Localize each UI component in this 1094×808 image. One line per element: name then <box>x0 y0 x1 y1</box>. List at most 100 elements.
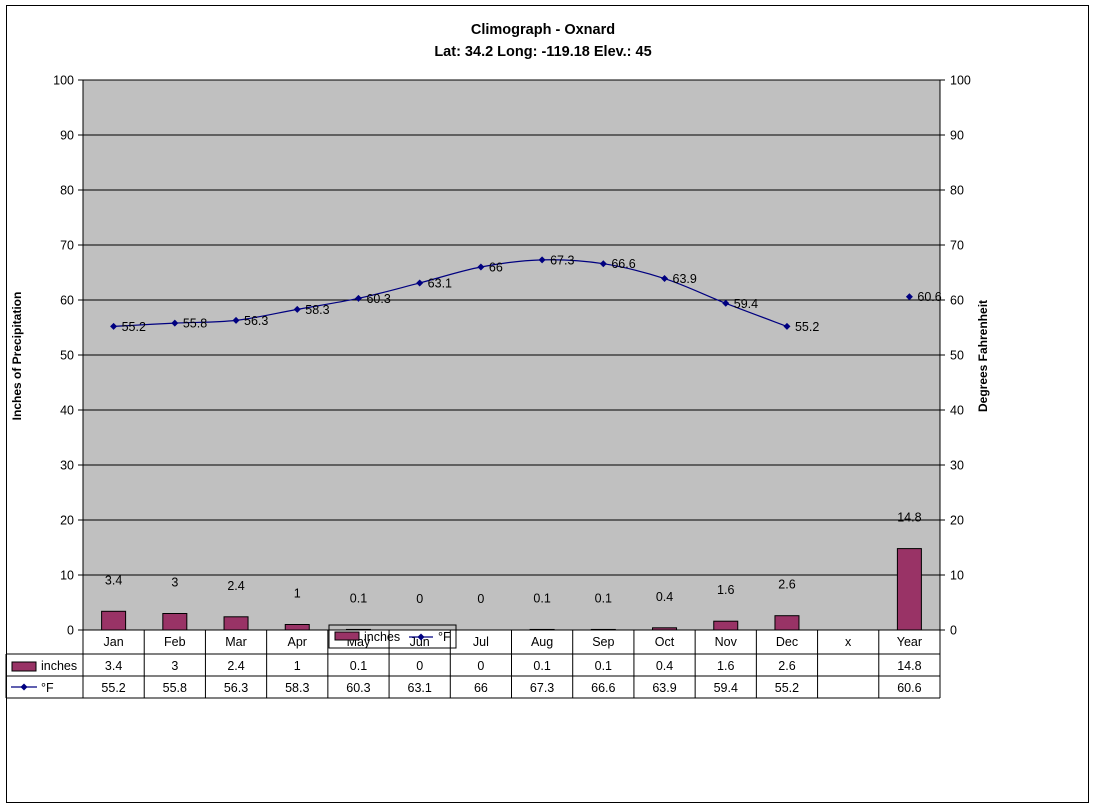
right-tick-label: 70 <box>950 239 964 253</box>
left-tick-label: 100 <box>53 74 74 88</box>
table-cell-inches: 1.6 <box>717 659 734 673</box>
left-tick-label: 50 <box>60 349 74 363</box>
precip-data-label: 0.1 <box>533 591 550 605</box>
temperature-data-label: 55.2 <box>795 320 819 334</box>
precip-data-label: 3.4 <box>105 573 122 587</box>
table-cell-temperature: 63.9 <box>652 681 676 695</box>
table-cell-temperature: 60.3 <box>346 681 370 695</box>
temperature-marker <box>293 305 301 313</box>
temperature-data-label: 60.3 <box>366 292 390 306</box>
right-tick-label: 0 <box>950 624 957 638</box>
category-label: Nov <box>715 635 738 649</box>
category-label: Aug <box>531 635 553 649</box>
temperature-data-label: 63.9 <box>673 272 697 286</box>
temperature-data-label: 60.6 <box>917 290 941 304</box>
chart-subtitle: Lat: 34.2 Long: -119.18 Elev.: 45 <box>434 44 651 60</box>
table-cell-temperature: 60.6 <box>897 681 921 695</box>
left-tick-label: 30 <box>60 459 74 473</box>
table-bar-key <box>11 661 37 672</box>
temperature-data-label: 66 <box>489 261 503 275</box>
precip-data-label: 1 <box>294 587 301 601</box>
left-tick-label: 10 <box>60 569 74 583</box>
left-tick-label: 20 <box>60 514 74 528</box>
category-label: Jul <box>473 635 489 649</box>
precip-bar <box>162 613 188 631</box>
precip-data-label: 0.4 <box>656 590 673 604</box>
table-cell-inches: 0 <box>416 659 423 673</box>
right-tick-label: 90 <box>950 129 964 143</box>
table-cell-inches: 2.6 <box>778 659 795 673</box>
temperature-marker <box>905 293 913 301</box>
table-cell-inches: 0.1 <box>533 659 550 673</box>
left-axis-title: Inches of Precipitation <box>10 292 24 421</box>
right-tick-label: 60 <box>950 294 964 308</box>
temperature-data-label: 55.8 <box>183 317 207 331</box>
legend-box <box>328 624 457 649</box>
temperature-data-label: 58.3 <box>305 303 329 317</box>
category-label: Jun <box>410 635 430 649</box>
table-cell-temperature: 67.3 <box>530 681 554 695</box>
right-axis-title: Degrees Fahrenheit <box>976 300 990 412</box>
table-cell-temperature: 55.2 <box>101 681 125 695</box>
precip-data-label: 2.4 <box>227 579 244 593</box>
right-tick-label: 10 <box>950 569 964 583</box>
temperature-marker <box>599 260 607 268</box>
table-cell-temperature: 58.3 <box>285 681 309 695</box>
category-label: Dec <box>776 635 798 649</box>
temperature-marker <box>722 299 730 307</box>
temperature-marker <box>354 294 362 302</box>
table-row-header: °F <box>41 681 54 695</box>
legend-line-marker <box>417 633 425 641</box>
temperature-marker <box>783 322 791 330</box>
table-cell-temperature: 55.8 <box>163 681 187 695</box>
precip-data-label: 0.1 <box>350 591 367 605</box>
table-cell-temperature: 63.1 <box>408 681 432 695</box>
legend-bar-key <box>334 631 360 641</box>
category-label: Jan <box>104 635 124 649</box>
temperature-marker <box>538 256 546 264</box>
legend-label: inches <box>364 630 400 644</box>
temperature-marker <box>477 263 485 271</box>
table-row-header: inches <box>41 659 77 673</box>
temperature-marker <box>661 275 669 283</box>
precip-bar <box>284 624 310 631</box>
table-line-key-marker <box>20 683 28 691</box>
right-tick-label: 30 <box>950 459 964 473</box>
table-cell-inches: 14.8 <box>897 659 921 673</box>
right-tick-label: 20 <box>950 514 964 528</box>
precip-bar <box>896 548 922 631</box>
table-cell-temperature: 66 <box>474 681 488 695</box>
chart-title: Climograph - Oxnard <box>471 22 615 38</box>
temperature-data-label: 63.1 <box>428 276 452 290</box>
precip-data-label: 3 <box>171 576 178 590</box>
table-cell-inches: 2.4 <box>227 659 244 673</box>
temperature-data-label: 59.4 <box>734 297 758 311</box>
category-label: x <box>845 635 852 649</box>
temperature-data-label: 55.2 <box>122 320 146 334</box>
temperature-marker <box>232 316 240 324</box>
table-cell-temperature: 66.6 <box>591 681 615 695</box>
right-tick-label: 80 <box>950 184 964 198</box>
right-tick-label: 40 <box>950 404 964 418</box>
temperature-marker <box>171 319 179 327</box>
precip-bar <box>223 616 249 631</box>
temperature-data-label: 66.6 <box>611 257 635 271</box>
right-tick-label: 50 <box>950 349 964 363</box>
precip-bar <box>713 620 739 631</box>
left-tick-label: 60 <box>60 294 74 308</box>
precip-bar <box>774 615 800 631</box>
temperature-marker <box>416 279 424 287</box>
category-label: Mar <box>225 635 247 649</box>
left-tick-label: 70 <box>60 239 74 253</box>
precip-data-label: 2.6 <box>778 578 795 592</box>
legend-label: °F <box>438 630 451 644</box>
precip-data-label: 14.8 <box>897 511 921 525</box>
precip-bar <box>101 610 127 631</box>
precip-data-label: 0 <box>477 592 484 606</box>
table-cell-inches: 0.1 <box>595 659 612 673</box>
table-cell-inches: 0.4 <box>656 659 673 673</box>
table-cell-temperature: 56.3 <box>224 681 248 695</box>
precip-data-label: 0 <box>416 592 423 606</box>
right-tick-label: 100 <box>950 74 971 88</box>
